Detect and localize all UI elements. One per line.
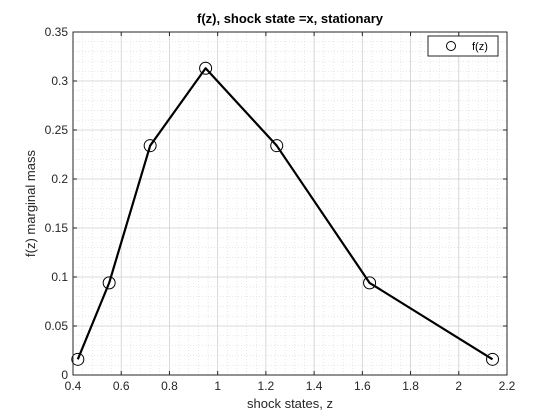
x-axis-ticks: 0.4 0.6 0.8 1 1.2 1.4 1.6 1.8 2 2.2 — [65, 32, 516, 393]
y-tick-label: 0.3 — [51, 74, 68, 88]
y-tick-label: 0.25 — [45, 123, 69, 137]
x-tick-label: 0.4 — [65, 379, 82, 393]
plot-area — [73, 32, 507, 375]
plot-frame — [72, 31, 508, 376]
y-tick-label: 0.05 — [45, 319, 69, 333]
data-point-marker — [71, 352, 85, 366]
x-tick-label: 2 — [455, 379, 462, 393]
x-axis-label: shock states, z — [247, 396, 333, 411]
y-tick-label: 0.1 — [51, 270, 68, 284]
y-tick-label: 0.2 — [51, 172, 68, 186]
y-tick-label: 0.15 — [45, 221, 69, 235]
x-tick-label: 1 — [214, 379, 221, 393]
y-tick-label: 0.35 — [45, 25, 69, 39]
x-tick-label: 2.2 — [499, 379, 516, 393]
x-tick-label: 1.6 — [354, 379, 371, 393]
data-point-marker — [143, 139, 157, 153]
y-tick-label: 0 — [61, 368, 68, 382]
x-tick-label: 1.4 — [306, 379, 323, 393]
legend-marker-icon — [446, 41, 456, 51]
legend: f(z) — [427, 35, 499, 57]
x-tick-label: 1.8 — [402, 379, 419, 393]
data-point-marker — [363, 276, 377, 290]
series-layer — [71, 61, 500, 366]
chart-title: f(z), shock state =x, stationary — [197, 11, 384, 26]
data-point-marker — [486, 352, 500, 366]
series-line — [76, 67, 494, 361]
x-tick-label: 0.6 — [113, 379, 130, 393]
data-point-marker — [270, 139, 284, 153]
y-axis-label: f(z) marginal mass — [23, 150, 38, 257]
data-point-marker — [199, 61, 213, 75]
y-axis-ticks: 0 0.05 0.1 0.15 0.2 0.25 0.3 0.35 — [45, 25, 507, 382]
legend-box — [427, 35, 499, 57]
x-tick-label: 1.2 — [258, 379, 275, 393]
x-tick-label: 0.8 — [161, 379, 178, 393]
data-point-marker — [102, 276, 116, 290]
legend-entry-label: f(z) — [472, 41, 488, 53]
